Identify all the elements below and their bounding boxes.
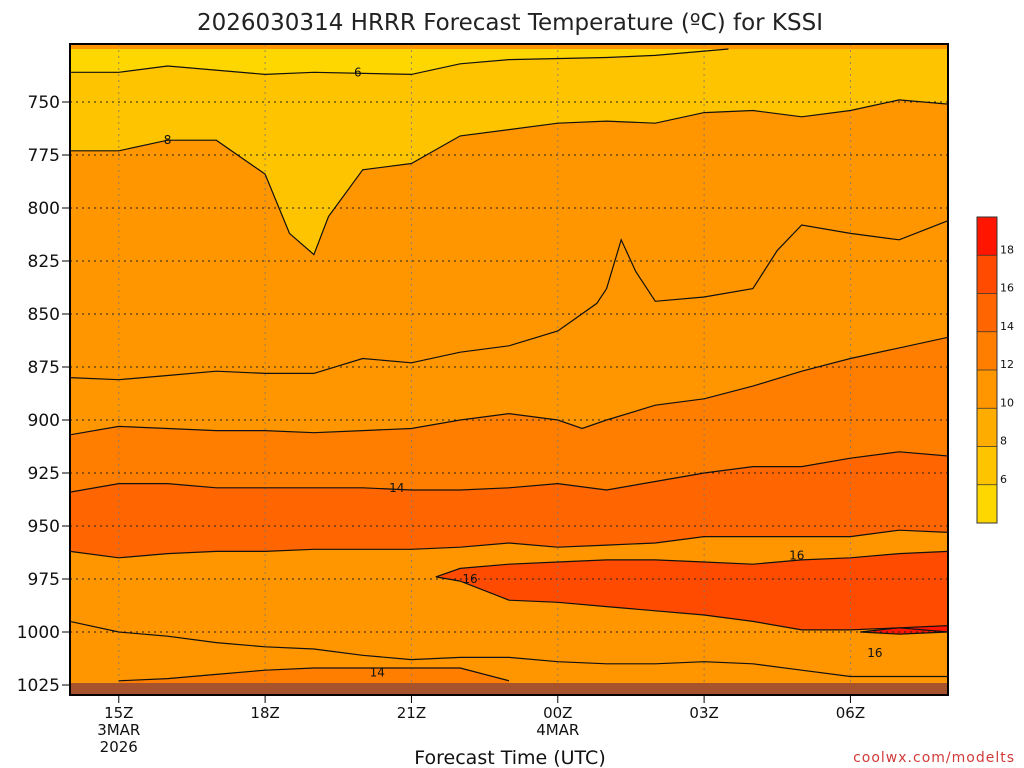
colorbar-swatch-18 <box>977 217 997 256</box>
isotherm-10 <box>70 220 948 381</box>
contour-label: 16 <box>867 646 882 660</box>
x-tick-label: 4MAR <box>536 721 579 739</box>
colorbar-tick-label: 6 <box>1000 473 1007 486</box>
x-axis-label: Forecast Time (UTC) <box>414 747 605 768</box>
colorbar-swatch-6 <box>977 446 997 485</box>
colorbar-tick-label: 16 <box>1000 282 1014 295</box>
x-tick-label: 3MAR <box>97 721 140 739</box>
y-tick-label: 800 <box>28 199 60 219</box>
isotherm-14 <box>70 451 948 493</box>
temperature-region-16-18 <box>435 551 948 632</box>
y-tick-label: 950 <box>28 517 60 537</box>
temperature-region-12-14 <box>70 337 948 493</box>
isotherm-16 <box>70 529 948 559</box>
x-tick-label: 00Z <box>543 704 572 722</box>
x-tick-label: 15Z <box>104 704 133 722</box>
colorbar-tick-label: 18 <box>1000 243 1014 256</box>
y-tick-label: 850 <box>28 305 60 325</box>
colorbar-tick-label: 10 <box>1000 396 1014 409</box>
colorbar-swatch-8 <box>977 408 997 447</box>
y-tick-label: 1025 <box>17 676 60 696</box>
y-tick-label: 750 <box>28 93 60 113</box>
contour-label: 16 <box>789 549 804 563</box>
isotherm-6 <box>70 48 729 76</box>
y-tick-label: 925 <box>28 464 60 484</box>
colorbar-tick-label: 14 <box>1000 320 1014 333</box>
contour-label: 6 <box>354 65 362 79</box>
colorbar-swatch-16 <box>977 255 997 294</box>
contour-label: 8 <box>164 133 172 147</box>
temperature-region-6-8 <box>70 49 948 255</box>
colorbar-tick-label: 12 <box>1000 358 1014 371</box>
isotherm-16 <box>70 620 948 678</box>
y-tick-label: 825 <box>28 252 60 272</box>
colorbar-swatch-12 <box>977 331 997 370</box>
isotherm-14 <box>118 667 510 682</box>
contour-labels: 6 8 14 16 16 16 14 <box>164 65 883 679</box>
y-tick-label: 900 <box>28 411 60 431</box>
isotherm-16 <box>435 550 948 633</box>
isotherm-18 <box>860 624 948 635</box>
ground-surface <box>70 683 948 695</box>
colorbar-swatch-10 <box>977 370 997 409</box>
isotherm-12 <box>70 336 948 436</box>
colorbar-tick-label: 8 <box>1000 435 1007 448</box>
x-tick-label: 18Z <box>250 704 279 722</box>
isotherm-contours <box>70 48 948 682</box>
temperature-region-18-20 <box>860 625 948 635</box>
isotherm-8 <box>70 99 948 256</box>
y-tick-label: 875 <box>28 358 60 378</box>
x-tick-label: 21Z <box>397 704 426 722</box>
temperature-region-14-16 <box>70 451 948 558</box>
chart-title: 2026030314 HRRR Forecast Temperature (ºC… <box>197 10 823 36</box>
contour-label: 14 <box>389 481 404 495</box>
contour-label: 14 <box>370 665 385 679</box>
y-tick-label: 1000 <box>17 623 60 643</box>
x-tick-label: 2026 <box>100 738 138 756</box>
y-tick-label: 775 <box>28 146 60 166</box>
grid-lines <box>70 44 948 695</box>
x-tick-label: 03Z <box>689 704 718 722</box>
contour-label: 16 <box>462 572 477 586</box>
plot-area <box>70 44 948 695</box>
y-axis-ticks: 750 775 800 825 850 875 900 925 950 975 1000 1025 <box>17 93 70 696</box>
plot-frame <box>69 43 949 696</box>
colorbar-swatch-4 <box>977 484 997 523</box>
credit-text: coolwx.com/modelts <box>853 750 1015 766</box>
temperature-region-4-6 <box>70 49 729 75</box>
colorbar-swatch-14 <box>977 293 997 332</box>
y-tick-label: 975 <box>28 570 60 590</box>
colorbar-legend: 6 8 10 12 14 16 18 <box>976 216 1014 524</box>
x-tick-label: 06Z <box>836 704 865 722</box>
